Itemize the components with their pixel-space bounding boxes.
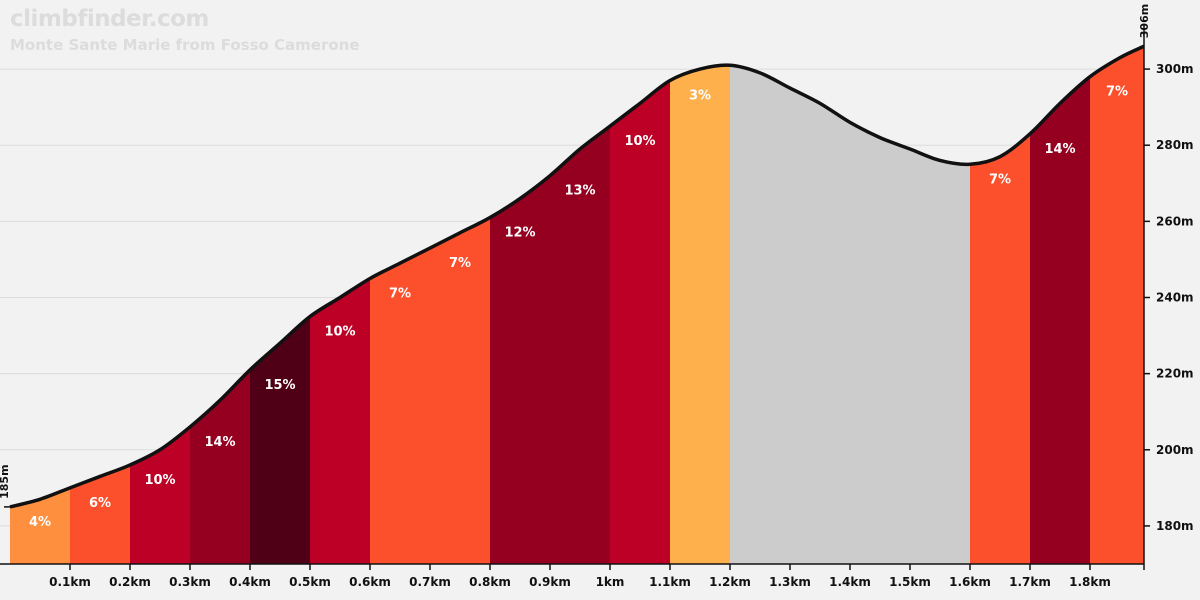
- x-tick-label: 0.6km: [349, 575, 391, 589]
- gradient-segment: [670, 65, 730, 564]
- gradient-segment: [610, 80, 670, 564]
- gradient-segment: [130, 426, 190, 564]
- gradient-label: 15%: [264, 378, 295, 393]
- gradient-segment: [1090, 46, 1144, 564]
- y-tick-label: 280m: [1156, 138, 1194, 152]
- x-tick-label: 0.1km: [49, 575, 91, 589]
- gradient-label: 14%: [1044, 142, 1075, 157]
- gradient-segment: [970, 133, 1030, 565]
- x-tick-label: 0.7km: [409, 575, 451, 589]
- y-tick-label: 240m: [1156, 291, 1194, 305]
- y-tick-label: 220m: [1156, 367, 1194, 381]
- profile-line-layer: [9, 44, 1145, 509]
- x-tick-label: 0.9km: [529, 575, 571, 589]
- gradient-labels: 4% 6% 10% 14% 15% 10% 7% 7% 12% 13% 10% 3% 7% 14% 7%: [29, 85, 1128, 530]
- y-tick-label: 180m: [1156, 519, 1194, 533]
- x-tick-label: 1.3km: [769, 575, 811, 589]
- y-tick-label: 300m: [1156, 62, 1194, 76]
- x-tick-label: 0.4km: [229, 575, 271, 589]
- gradient-label: 13%: [564, 184, 595, 199]
- brand-watermark: climbfinder.com: [10, 6, 209, 32]
- gradient-segment: [430, 217, 490, 565]
- x-tick-label: 1.7km: [1009, 575, 1051, 589]
- gradient-label: 7%: [449, 256, 471, 271]
- x-tick-label: 1.6km: [949, 575, 991, 589]
- gradient-label: 7%: [389, 286, 411, 301]
- gradient-segment: [190, 369, 250, 564]
- x-tick-label: 1.4km: [829, 575, 871, 589]
- chart-subtitle: Monte Sante Marie from Fosso Camerone: [10, 36, 360, 54]
- x-tick-label: 0.8km: [469, 575, 511, 589]
- gradient-segment: [730, 65, 970, 564]
- gradient-label: 12%: [504, 226, 535, 241]
- gradient-label: 7%: [989, 172, 1011, 187]
- gradient-segments: [10, 46, 1144, 565]
- gradient-label: 10%: [144, 473, 175, 488]
- gradient-segment: [490, 175, 550, 564]
- y-tick-label: 260m: [1156, 214, 1194, 228]
- x-tick-label: 0.5km: [289, 575, 331, 589]
- x-tick-label: 1km: [596, 575, 625, 589]
- gradient-segment: [370, 248, 430, 564]
- gradient-segment: [10, 487, 70, 564]
- gradient-segment: [250, 316, 310, 564]
- x-tick-label: 1.2km: [709, 575, 751, 589]
- end-elevation-label: 306m: [1138, 4, 1151, 38]
- start-elevation-label: 185m: [0, 464, 11, 498]
- gradient-label: 10%: [324, 325, 355, 340]
- y-tick-label: 200m: [1156, 443, 1194, 457]
- x-tick-label: 1.5km: [889, 575, 931, 589]
- x-tick-label: 0.3km: [169, 575, 211, 589]
- x-tick-label: 0.2km: [109, 575, 151, 589]
- gradient-label: 4%: [29, 515, 51, 530]
- gradient-segment: [1030, 76, 1090, 564]
- gradient-segment: [70, 465, 130, 564]
- gradient-label: 6%: [89, 496, 111, 511]
- gradient-label: 14%: [204, 435, 235, 450]
- profile-line: [9, 44, 1145, 509]
- axes: 0.1km 0.2km 0.3km 0.4km 0.5km 0.6km 0.7km 0.8km…: [0, 4, 1194, 589]
- gradient-segment: [310, 278, 370, 564]
- gradient-segment: [550, 126, 610, 564]
- gradient-label: 7%: [1106, 85, 1128, 100]
- gradient-label: 10%: [624, 134, 655, 149]
- gradient-label: 3%: [689, 88, 711, 103]
- x-tick-label: 1.8km: [1069, 575, 1111, 589]
- x-tick-label: 1.1km: [649, 575, 691, 589]
